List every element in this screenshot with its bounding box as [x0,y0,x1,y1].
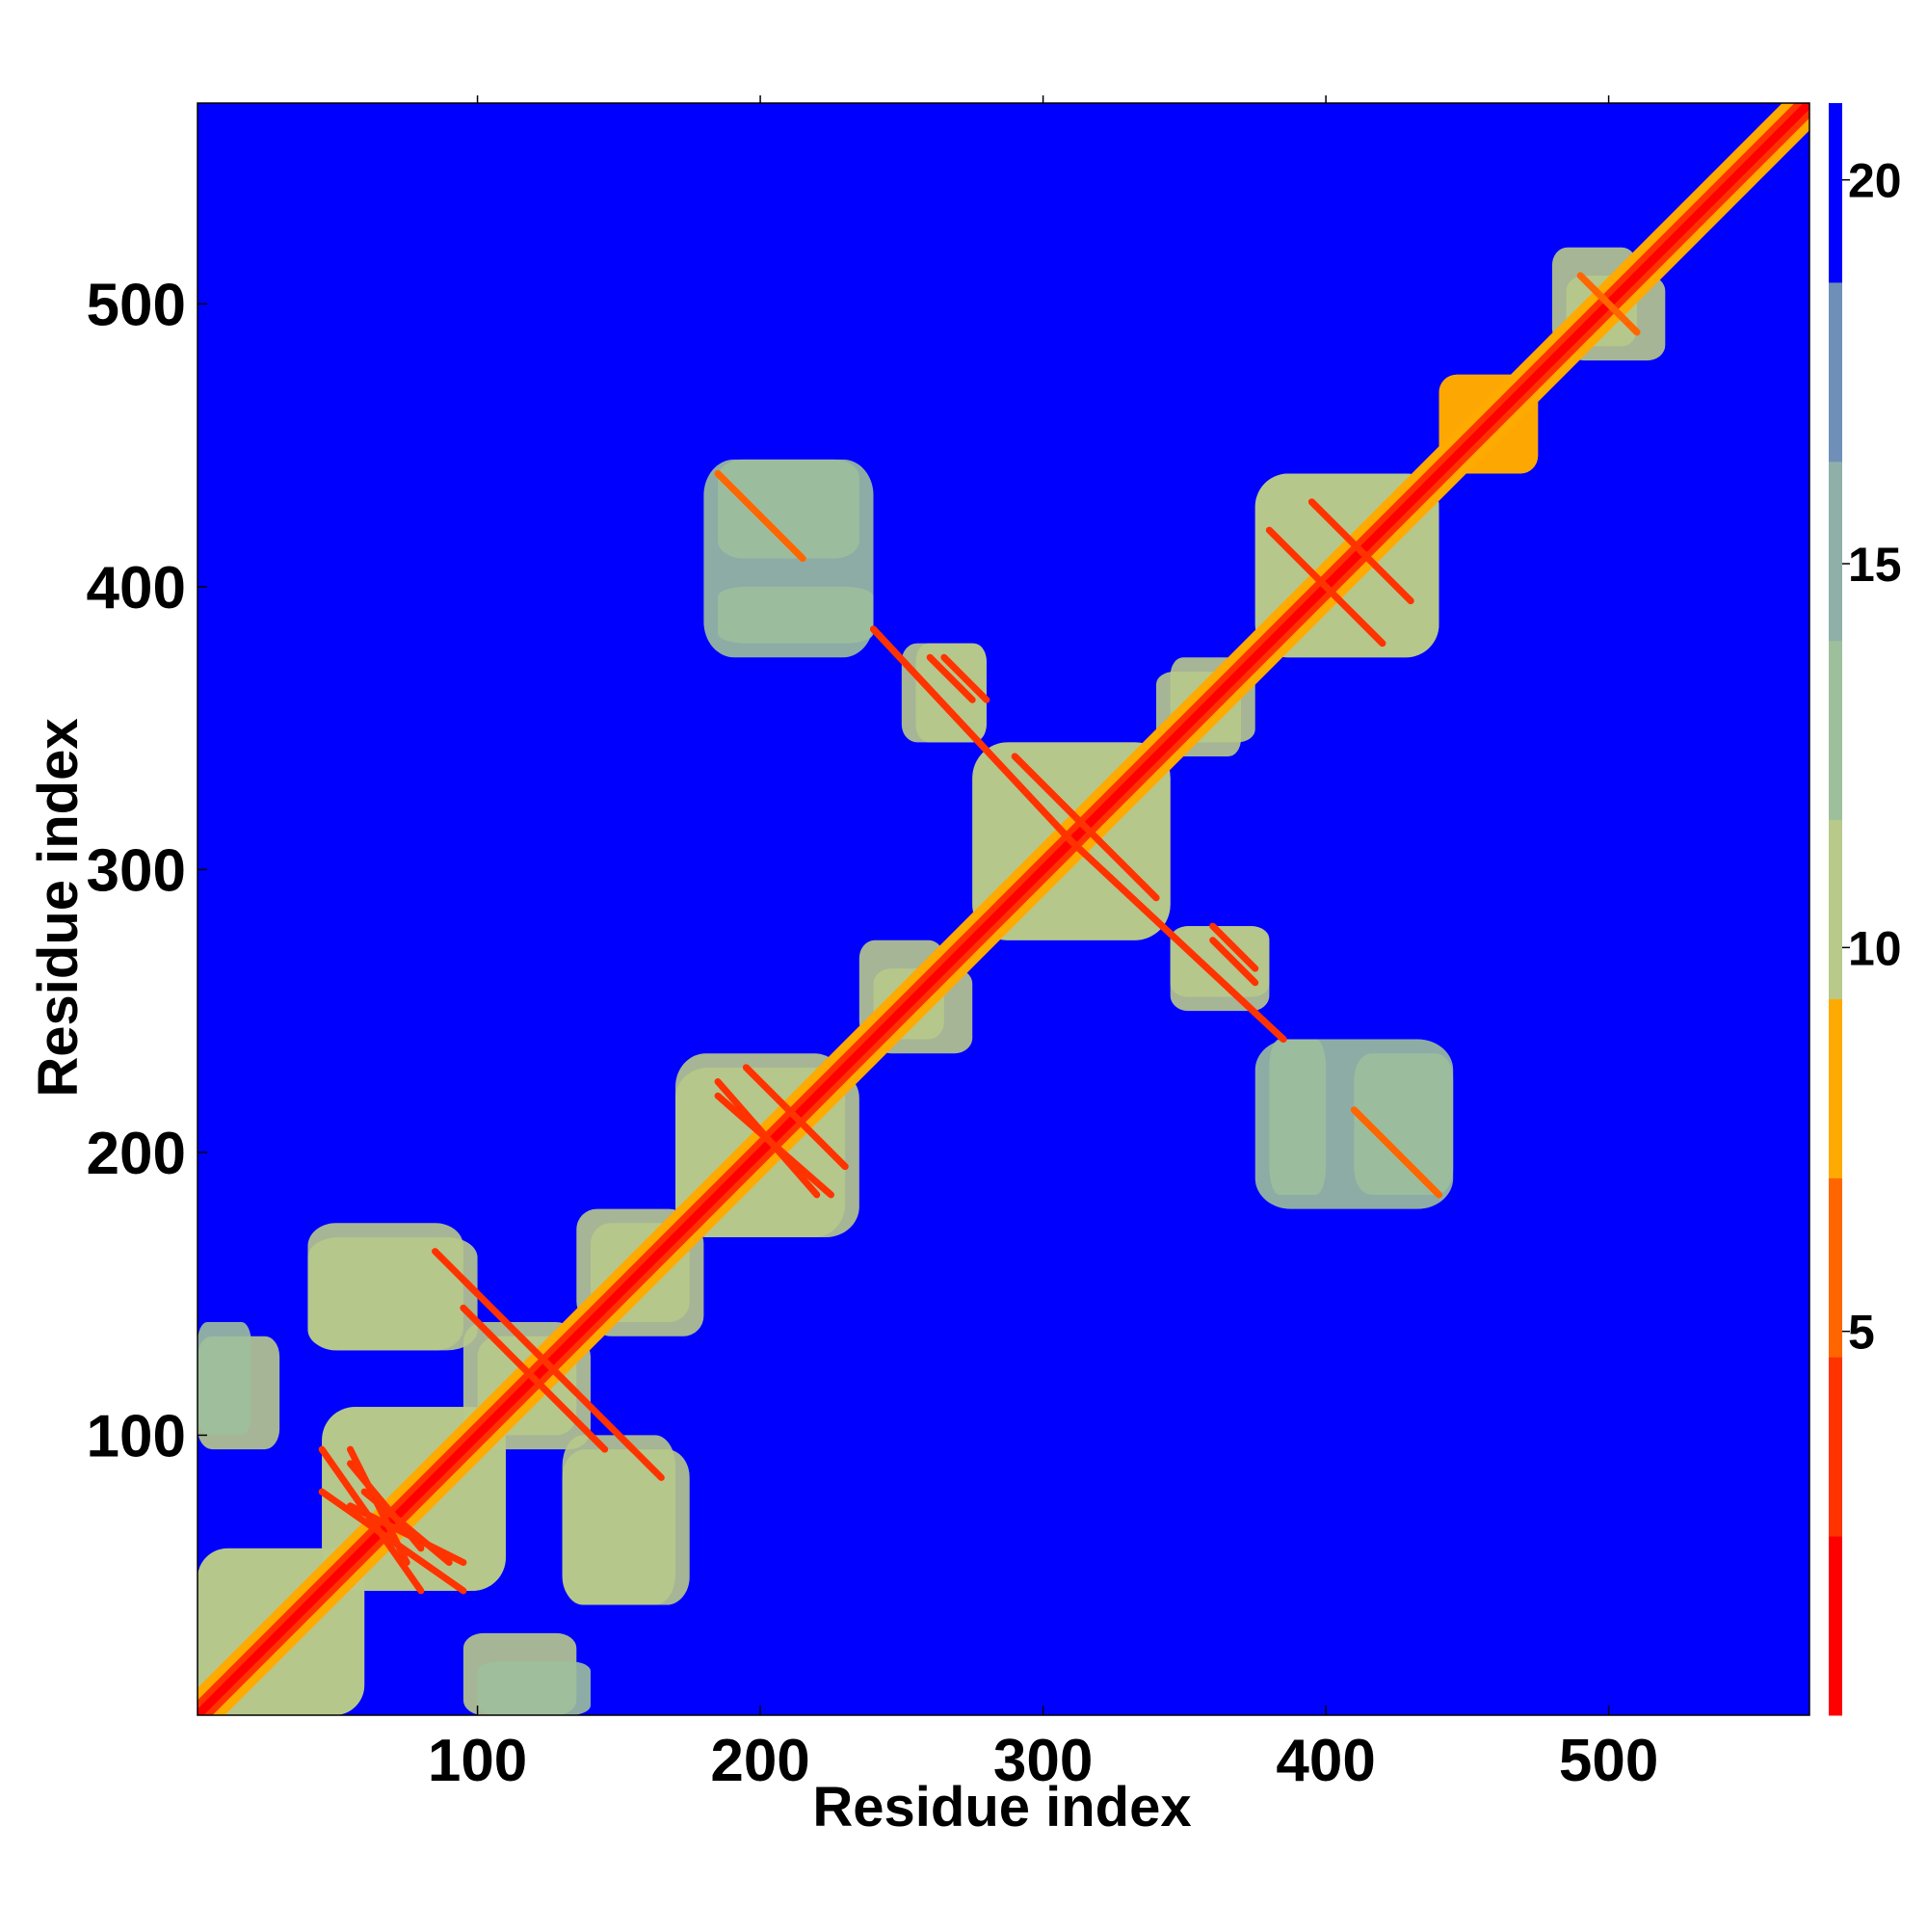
strand-contact [318,1445,425,1595]
y-tick-label: 500 [87,272,186,338]
strand-contact [615,1431,665,1481]
strand-contact [742,1064,849,1171]
contact-block [477,1661,591,1715]
diagonal-line [198,103,1809,1715]
contact-block [915,643,987,743]
y-tick-label: 200 [87,1121,186,1187]
strand-contact [714,469,806,563]
contact-block [307,1236,478,1351]
strand-contact [1011,753,1160,902]
strand-contact [1307,498,1414,605]
colorbar-segment [1829,1357,1842,1537]
strand-contact [714,1092,834,1199]
y-axis-title: Residue index [27,718,90,1097]
strand-contact [318,1488,467,1595]
x-tick-label: 400 [1276,1728,1375,1794]
strand-contact [926,653,976,703]
colorbar-segment [1829,461,1842,642]
plot-frame [197,102,1810,1716]
strand-contact [869,625,1075,845]
strand-contact [516,1333,637,1453]
colorbar-tick-label: 5 [1848,1306,1875,1360]
colorbar-tick-label: 10 [1848,921,1902,975]
strand-contact [1350,1106,1443,1199]
strand-contact [460,1304,538,1383]
y-tick-label: 300 [87,837,186,904]
x-tick-label: 300 [993,1728,1093,1794]
strand-contact [940,653,990,703]
colorbar-segment [1829,640,1842,821]
strand-contact [1576,272,1641,336]
colorbar-segment [1829,1178,1842,1358]
contact-block [562,1435,676,1605]
x-tick-label: 100 [428,1728,527,1794]
contact-block [1170,926,1270,997]
x-axis-title: Residue index [812,1776,1191,1839]
colorbar-tick-label: 15 [1848,538,1902,592]
contact-block [1254,1039,1454,1209]
axes: 100 200 300 400 500 100 200 300 400 500 [87,95,1810,1794]
colorbar: 5 10 15 20 [1829,103,1902,1716]
colorbar-segment [1829,103,1842,283]
strand-contact [1265,526,1386,648]
contact-block [703,459,874,658]
colorbar-segment [1829,281,1842,463]
strand-contact [1209,922,1259,972]
colorbar-tick-label: 20 [1848,154,1902,208]
strand-contact [432,1248,482,1298]
y-tick-label: 400 [87,555,186,622]
contact-block [198,1322,251,1436]
colorbar-segment [1829,819,1842,999]
strand-contact [1209,937,1259,987]
strand-contact [1068,837,1287,1044]
strand-contact [530,1375,609,1453]
x-tick-label: 200 [710,1728,809,1794]
x-tick-label: 500 [1559,1728,1658,1794]
colorbar-segment [1829,1536,1842,1716]
colorbar-segment [1829,998,1842,1178]
y-tick-label: 100 [87,1403,186,1469]
heatmap-area [198,103,1809,1715]
strand-contact [346,1460,425,1552]
